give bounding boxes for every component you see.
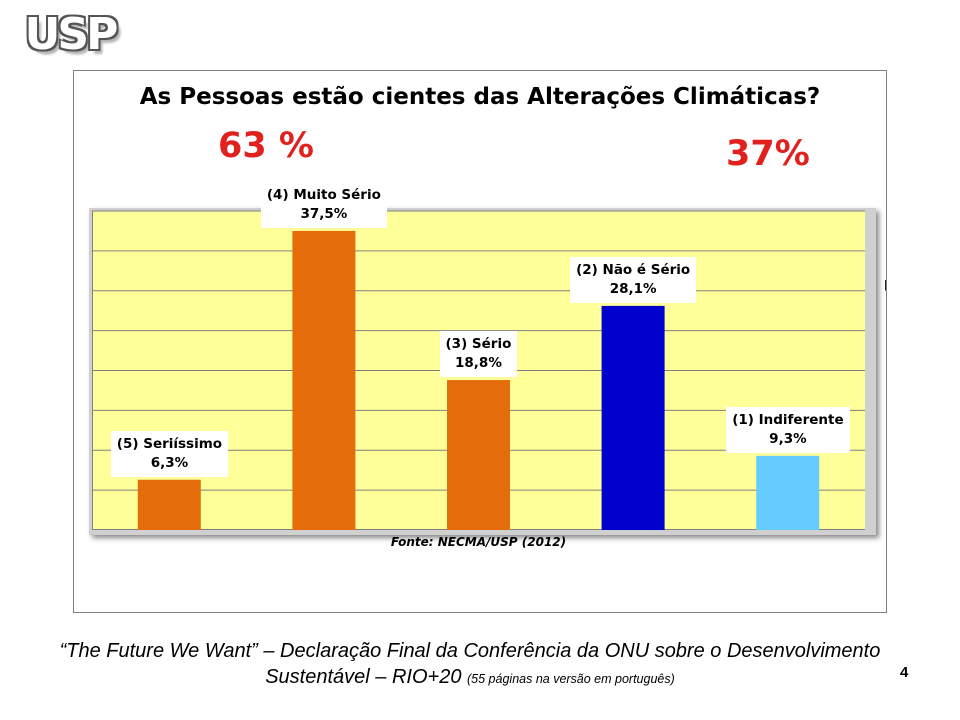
bar-data-label: (1) Indiferente 9,3%	[726, 406, 850, 453]
bar-value-label: 28,1%	[609, 280, 657, 297]
bar-category-label: (1) Indiferente	[732, 411, 844, 428]
bar-2	[292, 230, 356, 530]
bar-category-label: (2) Não é Sério	[576, 261, 691, 278]
usp-logo: USP	[24, 8, 119, 60]
group-total-right: 37%	[726, 134, 810, 174]
bar-4	[601, 305, 665, 530]
group-total-left: 63 %	[218, 126, 314, 166]
chart-source: Fonte: NECMA/USP (2012)	[390, 535, 567, 549]
bar-data-label: (2) Não é Sério 28,1%	[570, 256, 697, 303]
bar-data-label: (5) Seriíssimo 6,3%	[110, 430, 229, 477]
chart-title: As Pessoas estão cientes das Alterações …	[139, 84, 821, 110]
bar-data-label: (4) Muito Sério 37,5%	[260, 181, 387, 228]
bar-value-label: 37,5%	[300, 205, 348, 222]
bar-value-label: 6,3%	[150, 454, 189, 471]
bar-3	[447, 380, 510, 530]
bar-data-label: (3) Sério 18,8%	[439, 331, 518, 378]
bar-category-label: (4) Muito Sério	[266, 186, 381, 203]
axis-tick-mark: |	[884, 279, 887, 291]
bar-category-label: (3) Sério	[445, 336, 512, 353]
page-number: 4	[900, 664, 909, 681]
bar-value-label: 9,3%	[769, 430, 807, 447]
bar-category-label: (5) Seriíssimo	[116, 435, 223, 452]
slide-caption: “The Future We Want” – Declaração Final …	[40, 638, 900, 692]
bar-1	[137, 479, 201, 530]
caption-main: “The Future We Want” – Declaração Final …	[59, 640, 881, 688]
caption-note: (55 páginas na versão em português)	[467, 672, 675, 686]
bar-value-label: 18,8%	[455, 355, 502, 372]
bar-5	[756, 455, 820, 530]
